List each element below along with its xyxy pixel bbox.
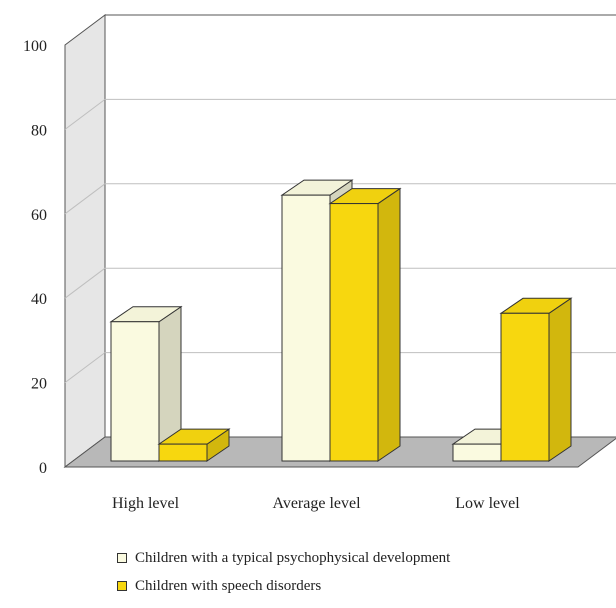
bar-side [377,187,401,462]
legend-item-speech: Children with speech disorders [117,576,450,596]
bar [499,297,573,462]
side-wall [64,14,106,468]
x-axis-categories: High level Average level Low level [112,495,520,512]
bar-front [281,194,331,462]
y-axis-ticks: 0 20 40 60 80 100 [23,38,47,477]
gridline-side [64,352,106,384]
y-tick-label: 20 [31,376,47,393]
category-label: High level [112,495,180,512]
category-label: Low level [455,495,520,512]
y-tick-label: 40 [31,291,47,308]
legend: Children with a typical psychophysical d… [117,548,450,604]
gridline-side [64,267,106,299]
bars [109,179,573,462]
bar [109,305,183,462]
legend-swatch-typical [117,553,127,563]
gridline-side [64,99,106,130]
gridline-side [64,183,106,215]
bar [328,187,402,462]
legend-label-speech: Children with speech disorders [135,577,322,594]
legend-swatch-speech [117,581,127,591]
bar [157,428,231,462]
category-label: Average level [272,495,361,512]
y-tick-label: 100 [23,38,47,55]
bar-front [329,203,379,462]
bar-front [500,312,550,462]
y-tick-label: 0 [39,460,47,477]
bar-front [110,321,160,462]
bar-front [452,443,502,462]
y-tick-label: 80 [31,122,47,139]
legend-item-typical: Children with a typical psychophysical d… [117,548,450,568]
bar-side [548,297,572,462]
legend-label-typical: Children with a typical psychophysical d… [135,549,451,566]
bar-front [158,443,208,462]
y-tick-label: 60 [31,207,47,224]
